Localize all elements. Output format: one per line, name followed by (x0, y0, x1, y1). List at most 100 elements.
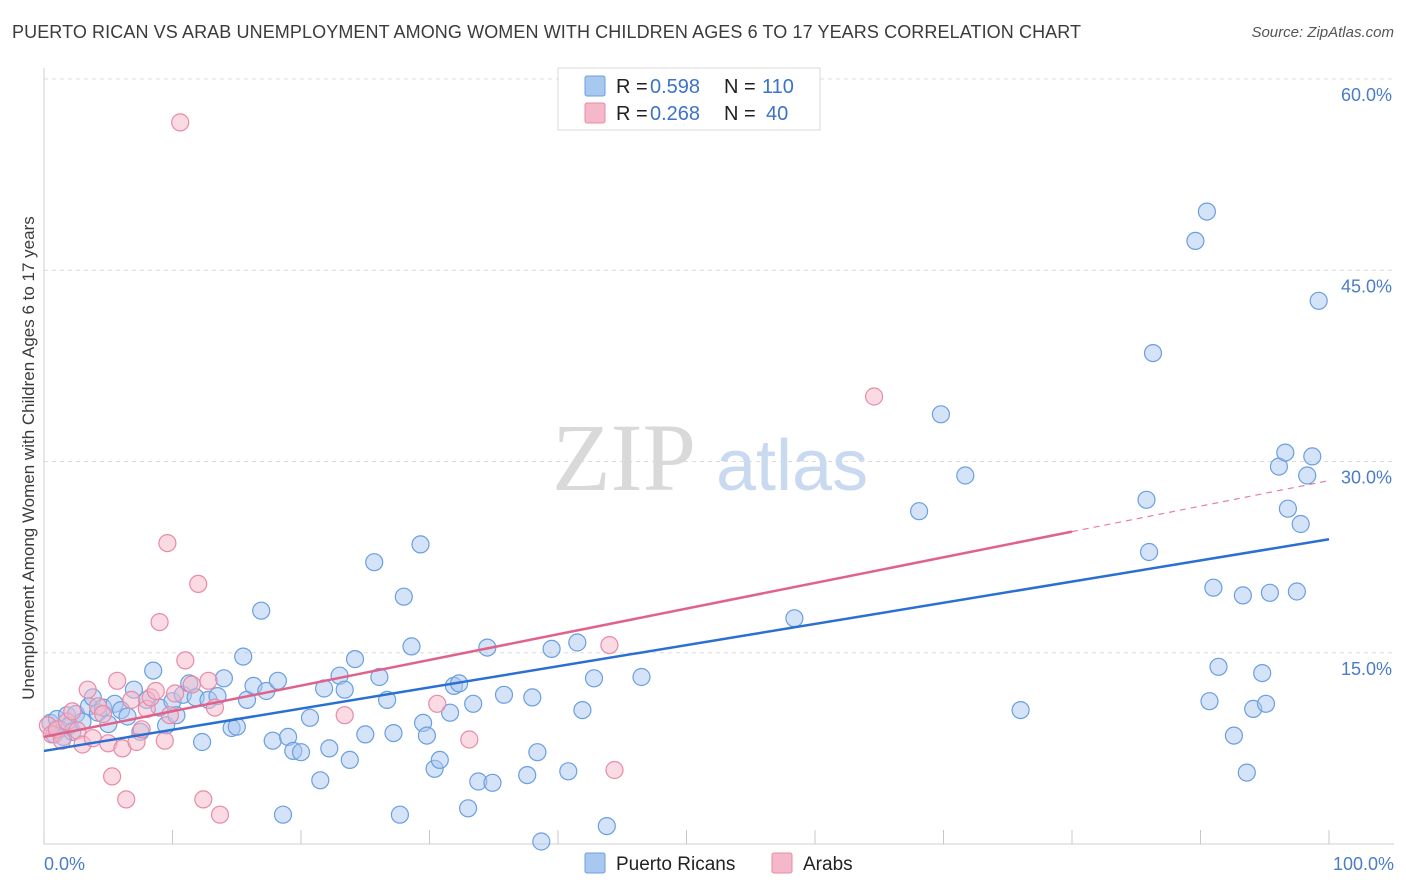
puerto-ricans-point (931, 405, 951, 424)
puerto-ricans-point (417, 726, 436, 745)
arabs-point (605, 760, 624, 780)
bottom-legend-swatch-arabs (771, 852, 793, 874)
puerto-ricans-point (441, 703, 460, 722)
source-credit: Source: ZipAtlas.com (1251, 24, 1394, 41)
arabs-point (182, 675, 201, 694)
arabs-point (460, 730, 479, 749)
watermark-atlas: atlas (716, 426, 868, 506)
gridlines (44, 78, 1394, 654)
puerto-ricans-point (909, 502, 929, 521)
puerto-ricans-point (273, 805, 293, 824)
arabs-point (428, 694, 447, 713)
arabs-point (176, 651, 195, 670)
puerto-ricans-point (1298, 466, 1317, 485)
puerto-ricans-point (494, 685, 514, 704)
arabs-point (158, 533, 177, 553)
puerto-ricans-point (214, 669, 233, 688)
bottom-legend-label-puerto-ricans: Puerto Ricans (616, 854, 735, 875)
puerto-ricans-point (1143, 344, 1163, 363)
puerto-ricans-point (1197, 202, 1217, 221)
legend: R = 0.598 N = 110 R = 0.268 N = 40 (557, 67, 821, 131)
puerto-ricans-point (785, 609, 804, 628)
arabs-point (155, 731, 174, 750)
puerto-ricans-point (356, 725, 375, 744)
arabs-point (199, 671, 218, 690)
puerto-ricans-point (632, 667, 651, 687)
series-puerto-ricans-points (41, 202, 1328, 851)
puerto-ricans-point (1186, 231, 1205, 250)
puerto-ricans-point (311, 771, 330, 790)
bottom-legend-label-arabs: Arabs (803, 854, 853, 875)
puerto-ricans-point (1233, 586, 1253, 605)
y-axis-tick-labels: 15.0% 30.0% 45.0% 60.0% (1341, 85, 1392, 679)
puerto-ricans-point (300, 708, 320, 727)
puerto-ricans-point (1200, 692, 1219, 711)
trend-lines (43, 480, 1330, 753)
puerto-ricans-point (483, 773, 502, 792)
puerto-ricans-point (1256, 694, 1276, 713)
arabs-point (146, 681, 165, 701)
legend-n-label: N = (724, 76, 756, 98)
puerto-ricans-point (390, 805, 409, 824)
bottom-legend: Puerto Ricans Arabs (584, 852, 853, 875)
legend-n-label: N = (724, 103, 756, 125)
puerto-ricans-point (1253, 663, 1272, 683)
puerto-ricans-point (394, 587, 413, 606)
puerto-ricans-point (402, 637, 421, 656)
watermark-zip: ZIP (552, 404, 696, 511)
arabs-point (171, 113, 190, 132)
puerto-ricans-point (1224, 726, 1244, 745)
puerto-ricans-point (384, 723, 403, 743)
y-tick-label: 30.0% (1341, 468, 1392, 488)
legend-swatch-arabs (584, 102, 606, 124)
puerto-ricans-point (252, 601, 271, 620)
legend-r-label: R = (616, 76, 648, 98)
legend-r-value: 0.598 (650, 76, 700, 98)
puerto-ricans-point (370, 667, 389, 687)
puerto-ricans-point (234, 647, 253, 666)
arabs-point (93, 704, 113, 724)
legend-r-label: R = (616, 103, 648, 125)
puerto-ricans-point (597, 816, 616, 836)
y-axis-label: Unemployment Among Women with Children A… (19, 216, 38, 700)
puerto-ricans-point (518, 765, 537, 785)
x-tick-label-max: 100.0% (1333, 854, 1394, 874)
puerto-ricans-point (542, 639, 561, 659)
puerto-ricans-point (144, 661, 163, 680)
puerto-ricans-point (559, 762, 578, 781)
puerto-ricans-point (365, 553, 384, 572)
puerto-ricans-point (1291, 514, 1310, 534)
puerto-ricans-point (1204, 578, 1223, 597)
puerto-ricans-point (568, 633, 587, 652)
puerto-ricans-point (263, 731, 282, 750)
puerto-ricans-point (193, 732, 212, 752)
arabs-point (600, 635, 619, 655)
puerto-ricans-point (340, 750, 359, 770)
puerto-ricans-point (584, 669, 604, 688)
arabs-trend-line (43, 530, 1073, 739)
legend-r-value: 0.268 (650, 103, 700, 125)
chart-title: PUERTO RICAN VS ARAB UNEMPLOYMENT AMONG … (12, 22, 1082, 42)
puerto-ricans-point (345, 649, 365, 669)
puerto-ricans-point (956, 466, 975, 485)
bottom-legend-swatch-puerto-ricans (584, 852, 606, 874)
puerto-ricans-point (1237, 763, 1256, 782)
puerto-ricans-point (464, 694, 483, 713)
legend-n-value: 110 (762, 76, 794, 98)
x-axis-ticks (43, 830, 1330, 844)
legend-swatch-puerto-ricans (584, 75, 606, 97)
arabs-point (122, 690, 141, 710)
arabs-point (160, 706, 179, 725)
puerto-ricans-point (320, 739, 339, 758)
puerto-ricans-point (528, 743, 547, 762)
legend-n-value: 40 (766, 103, 788, 125)
puerto-ricans-trend-line (43, 538, 1330, 753)
arabs-point (864, 387, 884, 406)
puerto-ricans-point (532, 832, 551, 851)
x-tick-label-min: 0.0% (44, 854, 85, 874)
puerto-ricans-point (1276, 443, 1295, 462)
arabs-point (63, 702, 82, 721)
puerto-ricans-point (1309, 291, 1328, 310)
arabs-point (335, 706, 354, 725)
